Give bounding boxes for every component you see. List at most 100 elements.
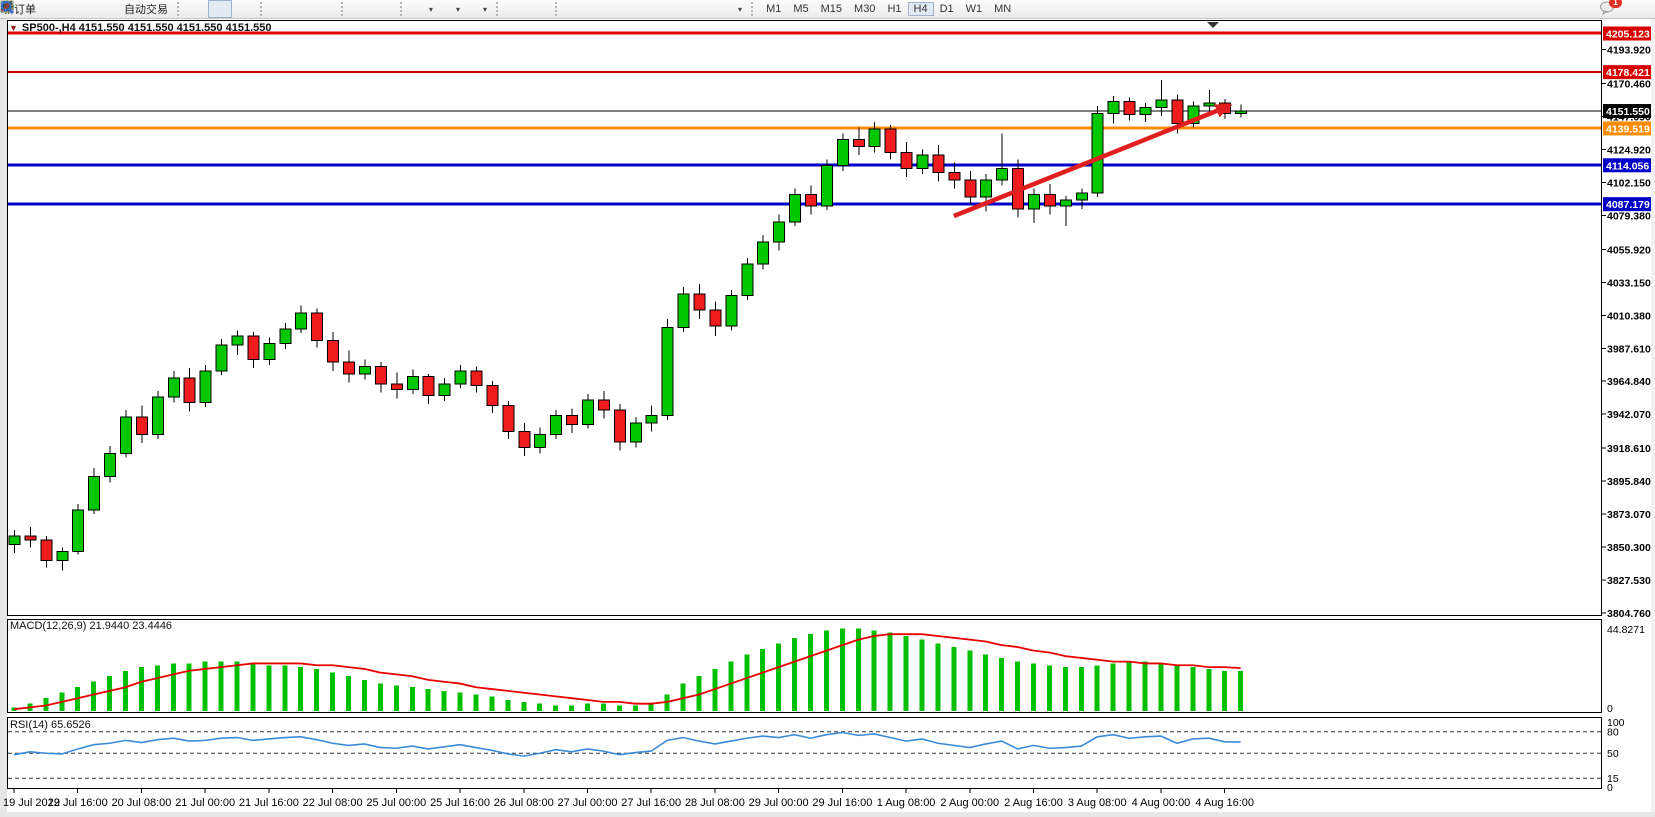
community-button[interactable]: [0, 0, 83, 17]
timeframe-m1[interactable]: M1: [766, 3, 782, 15]
chart-shift-marker[interactable]: [1207, 22, 1219, 28]
timeframe-h1[interactable]: H1: [887, 3, 902, 15]
zoom-in-button[interactable]: [1, 1, 291, 17]
macd-scale-min: 0: [1607, 703, 1613, 715]
candle-body-bear: [470, 370, 483, 386]
zoom-out-button[interactable]: [1, 1, 313, 17]
candle-body-bull: [996, 167, 1009, 181]
time-label: 4 Aug 16:00: [1195, 797, 1254, 809]
price-scale[interactable]: 4193.9204170.4604147.6904124.9204102.150…: [1602, 26, 1651, 794]
price-tick-label: 4010.380: [1607, 310, 1651, 322]
candle-body-bull: [263, 342, 276, 360]
horizontal-line-icon: [1, 2, 605, 16]
macd-bar: [951, 646, 957, 711]
market-icon[interactable]: [1, 1, 61, 17]
macd-panel[interactable]: [7, 619, 1602, 713]
candle: [868, 121, 881, 153]
macd-bar: [1190, 667, 1196, 711]
macd-bar: [728, 661, 734, 711]
candle-body-bear: [597, 399, 610, 411]
label-button[interactable]: T: [0, 0, 718, 17]
horizontal-line-button[interactable]: [1, 1, 608, 17]
candle: [422, 373, 435, 405]
time-label: 4 Aug 00:00: [1132, 797, 1191, 809]
arrows-button[interactable]: ▾: [1, 1, 745, 17]
autotrading-button[interactable]: 自动交易: [1, 1, 171, 17]
vertical-line-button[interactable]: [3, 1, 586, 17]
macd-bar: [1142, 661, 1148, 711]
timeframe-d1[interactable]: D1: [939, 3, 954, 15]
timeframe-m30[interactable]: M30: [854, 3, 876, 15]
price-tick-label: 3964.840: [1607, 376, 1651, 388]
crosshair-button[interactable]: [1, 1, 549, 17]
macd-bar: [744, 654, 750, 711]
price-tag: [1603, 26, 1651, 41]
candlestick-chart-button[interactable]: [1, 0, 232, 18]
candle-body-bull: [1028, 193, 1041, 210]
macd-bar: [537, 703, 543, 711]
macd-bar: [361, 679, 367, 711]
macd-bar: [138, 667, 144, 711]
svg-text:T: T: [4, 2, 10, 12]
cursor-button[interactable]: [3, 1, 527, 17]
candle: [757, 234, 770, 270]
time-label: 21 Jul 00:00: [175, 797, 235, 809]
trend-arrow-line[interactable]: [953, 108, 1218, 219]
separator: [496, 2, 501, 16]
line-chart-button[interactable]: [0, 1, 254, 17]
chat-button[interactable]: 1: [1599, 0, 1622, 18]
trendline-button[interactable]: [0, 0, 630, 17]
candle-body-bull: [151, 396, 164, 436]
candle-body-bull: [629, 422, 642, 443]
candle: [199, 365, 212, 408]
price-tick-label: 4033.150: [1607, 277, 1651, 289]
candle: [1028, 188, 1041, 224]
channel-button[interactable]: E: [0, 0, 652, 17]
candle: [8, 530, 21, 554]
candle-body-bull: [120, 416, 133, 454]
chart-shift-button[interactable]: [0, 0, 394, 17]
candle-body-bull: [980, 179, 993, 198]
timeframe-w1[interactable]: W1: [965, 3, 983, 15]
time-label: 20 Jul 08:00: [111, 797, 171, 809]
timeframe-h4[interactable]: H4: [907, 2, 934, 16]
candle-body-bear: [135, 416, 148, 436]
timeframe-m15[interactable]: M15: [820, 3, 843, 15]
signals-button[interactable]: [1, 0, 105, 17]
line-chart-icon: [0, 1, 251, 16]
main-panel[interactable]: [7, 20, 1602, 616]
bar-chart-button[interactable]: [1, 1, 208, 17]
chart-title-text: SP500-,H4 4151.550 4151.550 4151.550 415…: [21, 22, 272, 34]
macd-bar: [839, 628, 845, 711]
candle: [56, 547, 69, 571]
search-icon[interactable]: [1, 1, 1589, 16]
text-button[interactable]: A: [2, 0, 696, 17]
candle-body-bear: [1171, 99, 1184, 124]
period-clock-button[interactable]: ▾: [0, 0, 463, 17]
trend-arrow-head[interactable]: [1214, 104, 1233, 118]
window-left-border: [0, 18, 7, 817]
candles-layer: [8, 79, 1248, 571]
rsi-panel[interactable]: [7, 717, 1602, 789]
trendline-icon: [0, 0, 627, 16]
rsi-line: [13, 731, 1241, 757]
timeframe-mn[interactable]: MN: [994, 3, 1012, 15]
candle-body-bull: [550, 415, 563, 436]
macd-bar: [1222, 670, 1228, 711]
candle: [1155, 79, 1168, 117]
timeframe-m5[interactable]: M5: [793, 3, 809, 15]
candle-body-bull: [789, 193, 802, 223]
candle: [1123, 97, 1136, 121]
main-toolbar: 新订单 自动交易: [0, 0, 1655, 19]
candle-body-bear: [518, 431, 531, 449]
tile-windows-button[interactable]: [1, 1, 335, 17]
time-label: 3 Aug 08:00: [1068, 797, 1127, 809]
chart-window-button[interactable]: [0, 0, 372, 17]
fibonacci-button[interactable]: F: [1, 1, 674, 17]
add-indicator-button[interactable]: ▾: [0, 1, 436, 17]
candle: [709, 301, 722, 337]
template-button[interactable]: ▾: [0, 0, 490, 17]
symbol-dropdown-icon[interactable]: ▼: [9, 23, 18, 33]
